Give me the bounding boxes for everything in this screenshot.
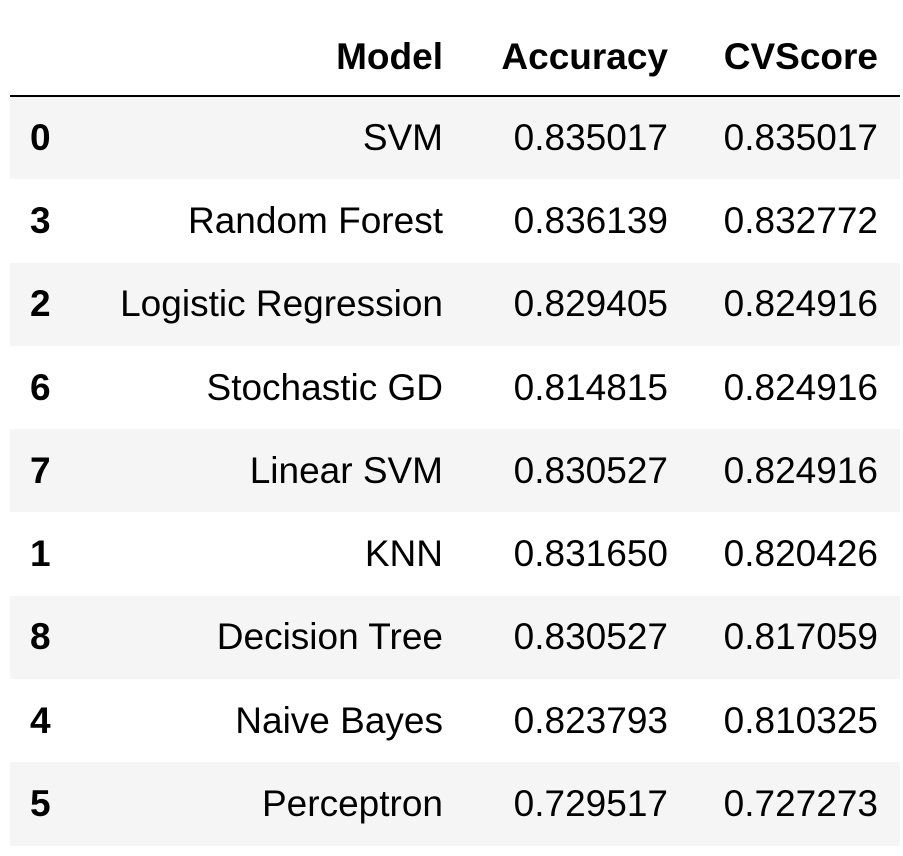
table-row: 8 Decision Tree 0.830527 0.817059 bbox=[10, 595, 900, 680]
model-cell: KNN bbox=[364, 533, 443, 575]
cvscore-cell: 0.810325 bbox=[723, 699, 878, 741]
model-cell: Random Forest bbox=[188, 199, 443, 241]
table-row: 1 KNN 0.831650 0.820426 bbox=[10, 512, 900, 596]
cvscore-cell: 0.832772 bbox=[723, 199, 878, 241]
row-index: 6 bbox=[30, 366, 51, 408]
row-index: 3 bbox=[30, 199, 51, 241]
table-row: 4 Naive Bayes 0.823793 0.810325 bbox=[10, 679, 900, 763]
cvscore-column-header: CVScore bbox=[690, 18, 900, 97]
table-body: 0 SVM 0.835017 0.835017 3 Random Forest … bbox=[10, 96, 900, 846]
model-cell: Perceptron bbox=[262, 783, 443, 825]
accuracy-cell: 0.729517 bbox=[513, 783, 668, 825]
accuracy-cell: 0.831650 bbox=[513, 533, 668, 575]
table-row: 3 Random Forest 0.836139 0.832772 bbox=[10, 179, 900, 263]
cvscore-cell: 0.727273 bbox=[723, 783, 878, 825]
accuracy-cell: 0.835017 bbox=[513, 117, 668, 159]
table-header: Model Accuracy CVScore bbox=[10, 18, 900, 97]
row-index: 5 bbox=[30, 783, 51, 825]
table-row: 2 Logistic Regression 0.829405 0.824916 bbox=[10, 262, 900, 346]
cvscore-cell: 0.824916 bbox=[723, 449, 878, 491]
cvscore-cell: 0.817059 bbox=[723, 616, 878, 658]
table-row: 0 SVM 0.835017 0.835017 bbox=[10, 96, 900, 180]
cvscore-cell: 0.824916 bbox=[723, 283, 878, 325]
accuracy-cell: 0.830527 bbox=[513, 449, 668, 491]
row-index: 1 bbox=[30, 533, 51, 575]
table-row: 6 Stochastic GD 0.814815 0.824916 bbox=[10, 345, 900, 430]
accuracy-cell: 0.836139 bbox=[513, 199, 668, 241]
model-cell: Decision Tree bbox=[216, 616, 443, 658]
row-index: 4 bbox=[30, 699, 51, 741]
row-index: 0 bbox=[30, 117, 51, 159]
accuracy-cell: 0.830527 bbox=[513, 616, 668, 658]
model-comparison-table: Model Accuracy CVScore 0 SVM 0.835017 0.… bbox=[10, 18, 900, 846]
model-cell: Logistic Regression bbox=[120, 283, 443, 325]
model-cell: SVM bbox=[362, 117, 443, 159]
model-cell: Linear SVM bbox=[249, 449, 443, 491]
dataframe-table-container: Model Accuracy CVScore 0 SVM 0.835017 0.… bbox=[10, 18, 900, 846]
header-row: Model Accuracy CVScore bbox=[10, 18, 900, 97]
accuracy-cell: 0.823793 bbox=[513, 699, 668, 741]
cvscore-cell: 0.835017 bbox=[723, 117, 878, 159]
row-index: 7 bbox=[30, 449, 51, 491]
row-index: 2 bbox=[30, 283, 51, 325]
cvscore-cell: 0.824916 bbox=[723, 366, 878, 408]
table-row: 7 Linear SVM 0.830527 0.824916 bbox=[10, 429, 900, 513]
model-cell: Stochastic GD bbox=[206, 366, 443, 408]
accuracy-cell: 0.814815 bbox=[513, 366, 668, 408]
cvscore-cell: 0.820426 bbox=[723, 533, 878, 575]
row-index: 8 bbox=[30, 616, 51, 658]
accuracy-column-header: Accuracy bbox=[465, 18, 690, 97]
model-cell: Naive Bayes bbox=[235, 699, 443, 741]
model-column-header: Model bbox=[70, 18, 465, 97]
index-header bbox=[10, 18, 70, 97]
table-row: 5 Perceptron 0.729517 0.727273 bbox=[10, 762, 900, 846]
accuracy-cell: 0.829405 bbox=[513, 283, 668, 325]
